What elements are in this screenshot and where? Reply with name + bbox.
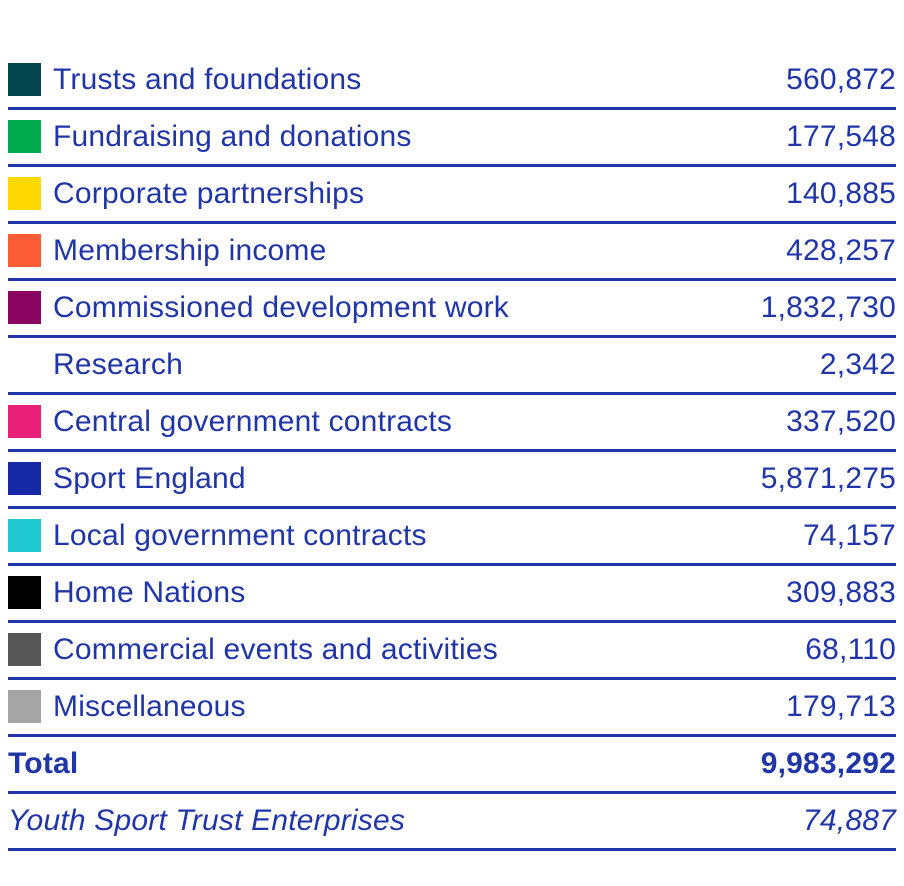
footnote-value: 74,887: [803, 804, 896, 837]
legend-row-value: 74,157: [803, 519, 896, 552]
green-swatch: [8, 119, 41, 153]
orange-swatch: [8, 233, 41, 267]
legend-row-label: Corporate partnerships: [53, 177, 365, 210]
legend-row: Research 2,342: [8, 338, 896, 395]
income-legend-table: Trusts and foundations 560,872 Fundraising…: [8, 53, 896, 851]
legend-row-value: 1,832,730: [760, 291, 896, 324]
legend-row-label: Sport England: [53, 462, 246, 495]
legend-row-label: Membership income: [53, 234, 327, 267]
legend-row: Sport England 5,871,275: [8, 452, 896, 509]
legend-row-value: 337,520: [786, 405, 896, 438]
dark-gray-swatch: [8, 632, 41, 666]
legend-row: Commissioned development work 1,832,730: [8, 281, 896, 338]
legend-row-value: 5,871,275: [760, 462, 896, 495]
legend-row: Home Nations 309,883: [8, 566, 896, 623]
total-row: Total 9,983,292: [8, 737, 896, 794]
legend-row-label: Research: [53, 348, 183, 381]
legend-rows: Trusts and foundations 560,872 Fundraising…: [8, 53, 896, 737]
legend-row: Local government contracts 74,157: [8, 509, 896, 566]
total-label: Total: [8, 747, 79, 780]
legend-row-value: 309,883: [786, 576, 896, 609]
cyan-swatch: [8, 518, 41, 552]
light-gray-swatch: [8, 689, 41, 723]
legend-row-value: 177,548: [786, 120, 896, 153]
legend-row-label: Local government contracts: [53, 519, 427, 552]
dark-teal-swatch: [8, 62, 41, 96]
legend-row: Corporate partnerships 140,885: [8, 167, 896, 224]
legend-row: Central government contracts 337,520: [8, 395, 896, 452]
legend-row-value: 68,110: [805, 633, 896, 666]
yellow-swatch: [8, 176, 41, 210]
legend-row-value: 560,872: [786, 63, 896, 96]
legend-row-value: 2,342: [819, 348, 896, 381]
footnote-label: Youth Sport Trust Enterprises: [8, 804, 406, 837]
legend-row-value: 428,257: [786, 234, 896, 267]
legend-row-value: 140,885: [786, 177, 896, 210]
legend-row-label: Commercial events and activities: [53, 633, 498, 666]
maroon-swatch: [8, 290, 41, 324]
legend-row: Miscellaneous 179,713: [8, 680, 896, 737]
legend-row-label: Miscellaneous: [53, 690, 246, 723]
legend-row-label: Fundraising and donations: [53, 120, 412, 153]
total-value: 9,983,292: [760, 747, 896, 780]
blue-swatch: [8, 461, 41, 495]
legend-row-label: Home Nations: [53, 576, 246, 609]
legend-row-value: 179,713: [786, 690, 896, 723]
black-swatch: [8, 575, 41, 609]
legend-row: Commercial events and activities 68,110: [8, 623, 896, 680]
legend-row: Membership income 428,257: [8, 224, 896, 281]
pink-swatch: [8, 404, 41, 438]
legend-row-label: Commissioned development work: [53, 291, 509, 324]
legend-row-label: Trusts and foundations: [53, 63, 362, 96]
white-swatch: [8, 347, 41, 381]
footnote-row: Youth Sport Trust Enterprises 74,887: [8, 794, 896, 851]
legend-row-label: Central government contracts: [53, 405, 453, 438]
legend-row: Trusts and foundations 560,872: [8, 53, 896, 110]
legend-row: Fundraising and donations 177,548: [8, 110, 896, 167]
